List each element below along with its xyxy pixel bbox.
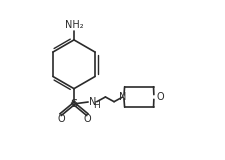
Text: NH₂: NH₂ [65,20,83,30]
Text: H: H [93,101,100,110]
Text: O: O [83,114,91,124]
Text: N: N [119,92,127,102]
Text: N: N [89,97,96,107]
Text: S: S [70,99,78,109]
Text: O: O [156,92,164,102]
Text: O: O [57,114,65,124]
